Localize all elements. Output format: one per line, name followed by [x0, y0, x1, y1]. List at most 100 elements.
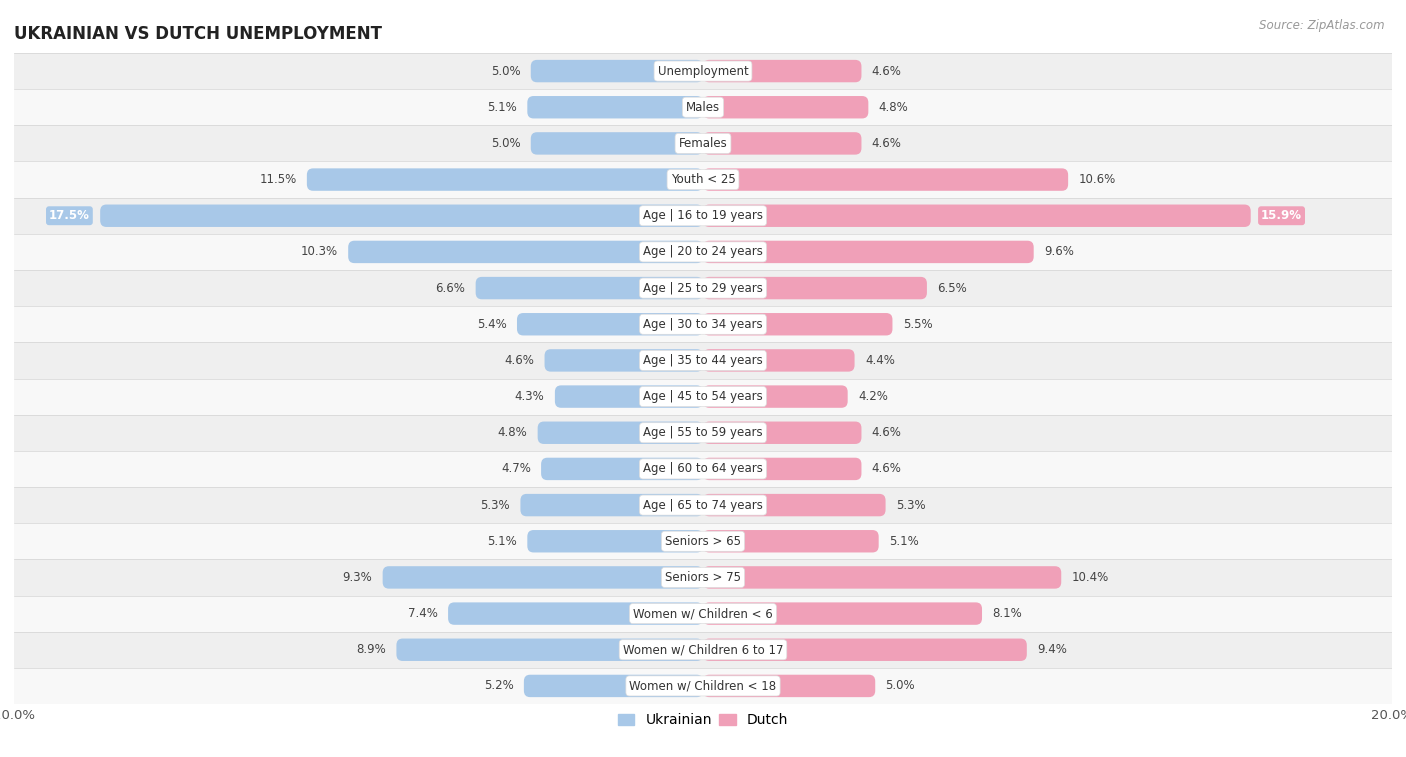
FancyBboxPatch shape: [14, 451, 1392, 487]
FancyBboxPatch shape: [14, 559, 1392, 596]
Text: 10.3%: 10.3%: [301, 245, 337, 258]
FancyBboxPatch shape: [524, 674, 703, 697]
FancyBboxPatch shape: [703, 349, 855, 372]
Text: 5.3%: 5.3%: [896, 499, 925, 512]
Text: 6.5%: 6.5%: [938, 282, 967, 294]
Text: Women w/ Children < 6: Women w/ Children < 6: [633, 607, 773, 620]
FancyBboxPatch shape: [703, 168, 1069, 191]
FancyBboxPatch shape: [14, 415, 1392, 451]
Text: 15.9%: 15.9%: [1261, 209, 1302, 223]
Text: Age | 25 to 29 years: Age | 25 to 29 years: [643, 282, 763, 294]
Text: 4.6%: 4.6%: [872, 137, 901, 150]
FancyBboxPatch shape: [703, 204, 1251, 227]
Text: 5.1%: 5.1%: [488, 101, 517, 114]
Text: 5.3%: 5.3%: [481, 499, 510, 512]
FancyBboxPatch shape: [531, 132, 703, 154]
Text: 10.4%: 10.4%: [1071, 571, 1109, 584]
Text: 4.2%: 4.2%: [858, 390, 887, 403]
FancyBboxPatch shape: [14, 342, 1392, 378]
FancyBboxPatch shape: [14, 631, 1392, 668]
FancyBboxPatch shape: [14, 198, 1392, 234]
FancyBboxPatch shape: [527, 96, 703, 118]
Text: 8.9%: 8.9%: [356, 643, 387, 656]
Text: Source: ZipAtlas.com: Source: ZipAtlas.com: [1260, 19, 1385, 32]
FancyBboxPatch shape: [382, 566, 703, 589]
FancyBboxPatch shape: [544, 349, 703, 372]
FancyBboxPatch shape: [396, 639, 703, 661]
Text: 5.4%: 5.4%: [477, 318, 506, 331]
Text: 9.3%: 9.3%: [343, 571, 373, 584]
Text: 4.6%: 4.6%: [872, 463, 901, 475]
FancyBboxPatch shape: [14, 89, 1392, 126]
Text: Women w/ Children < 18: Women w/ Children < 18: [630, 680, 776, 693]
FancyBboxPatch shape: [703, 566, 1062, 589]
FancyBboxPatch shape: [307, 168, 703, 191]
Text: Males: Males: [686, 101, 720, 114]
Text: 4.7%: 4.7%: [501, 463, 531, 475]
Text: Youth < 25: Youth < 25: [671, 173, 735, 186]
Text: Age | 55 to 59 years: Age | 55 to 59 years: [643, 426, 763, 439]
FancyBboxPatch shape: [14, 161, 1392, 198]
FancyBboxPatch shape: [449, 603, 703, 625]
Text: 4.6%: 4.6%: [872, 64, 901, 77]
Text: Age | 45 to 54 years: Age | 45 to 54 years: [643, 390, 763, 403]
FancyBboxPatch shape: [100, 204, 703, 227]
Text: 5.1%: 5.1%: [889, 534, 918, 548]
Text: 11.5%: 11.5%: [259, 173, 297, 186]
FancyBboxPatch shape: [14, 270, 1392, 306]
FancyBboxPatch shape: [527, 530, 703, 553]
FancyBboxPatch shape: [14, 234, 1392, 270]
FancyBboxPatch shape: [703, 132, 862, 154]
Text: 9.4%: 9.4%: [1038, 643, 1067, 656]
Text: 5.2%: 5.2%: [484, 680, 513, 693]
Text: 4.6%: 4.6%: [505, 354, 534, 367]
Text: Unemployment: Unemployment: [658, 64, 748, 77]
FancyBboxPatch shape: [475, 277, 703, 299]
Text: 5.0%: 5.0%: [491, 64, 520, 77]
FancyBboxPatch shape: [349, 241, 703, 263]
FancyBboxPatch shape: [520, 494, 703, 516]
FancyBboxPatch shape: [703, 60, 862, 83]
FancyBboxPatch shape: [703, 385, 848, 408]
Text: Age | 60 to 64 years: Age | 60 to 64 years: [643, 463, 763, 475]
Text: 5.5%: 5.5%: [903, 318, 932, 331]
FancyBboxPatch shape: [703, 639, 1026, 661]
FancyBboxPatch shape: [703, 674, 875, 697]
Text: Seniors > 65: Seniors > 65: [665, 534, 741, 548]
FancyBboxPatch shape: [14, 487, 1392, 523]
FancyBboxPatch shape: [541, 458, 703, 480]
FancyBboxPatch shape: [14, 523, 1392, 559]
Text: Age | 16 to 19 years: Age | 16 to 19 years: [643, 209, 763, 223]
Text: Age | 65 to 74 years: Age | 65 to 74 years: [643, 499, 763, 512]
FancyBboxPatch shape: [703, 241, 1033, 263]
Text: Age | 35 to 44 years: Age | 35 to 44 years: [643, 354, 763, 367]
FancyBboxPatch shape: [555, 385, 703, 408]
FancyBboxPatch shape: [537, 422, 703, 444]
Text: Females: Females: [679, 137, 727, 150]
Text: 10.6%: 10.6%: [1078, 173, 1116, 186]
Text: 5.0%: 5.0%: [886, 680, 915, 693]
FancyBboxPatch shape: [703, 277, 927, 299]
Text: 6.6%: 6.6%: [436, 282, 465, 294]
Text: 17.5%: 17.5%: [49, 209, 90, 223]
Text: UKRAINIAN VS DUTCH UNEMPLOYMENT: UKRAINIAN VS DUTCH UNEMPLOYMENT: [14, 25, 382, 43]
Text: 5.1%: 5.1%: [488, 534, 517, 548]
FancyBboxPatch shape: [517, 313, 703, 335]
Text: 7.4%: 7.4%: [408, 607, 437, 620]
FancyBboxPatch shape: [14, 668, 1392, 704]
FancyBboxPatch shape: [14, 378, 1392, 415]
Text: 5.0%: 5.0%: [491, 137, 520, 150]
Text: 4.8%: 4.8%: [879, 101, 908, 114]
FancyBboxPatch shape: [14, 53, 1392, 89]
Text: 4.6%: 4.6%: [872, 426, 901, 439]
Text: 4.8%: 4.8%: [498, 426, 527, 439]
Text: 4.4%: 4.4%: [865, 354, 894, 367]
FancyBboxPatch shape: [703, 458, 862, 480]
FancyBboxPatch shape: [703, 530, 879, 553]
Text: 9.6%: 9.6%: [1045, 245, 1074, 258]
Legend: Ukrainian, Dutch: Ukrainian, Dutch: [612, 708, 794, 733]
Text: Age | 30 to 34 years: Age | 30 to 34 years: [643, 318, 763, 331]
FancyBboxPatch shape: [14, 596, 1392, 631]
Text: Women w/ Children 6 to 17: Women w/ Children 6 to 17: [623, 643, 783, 656]
FancyBboxPatch shape: [531, 60, 703, 83]
